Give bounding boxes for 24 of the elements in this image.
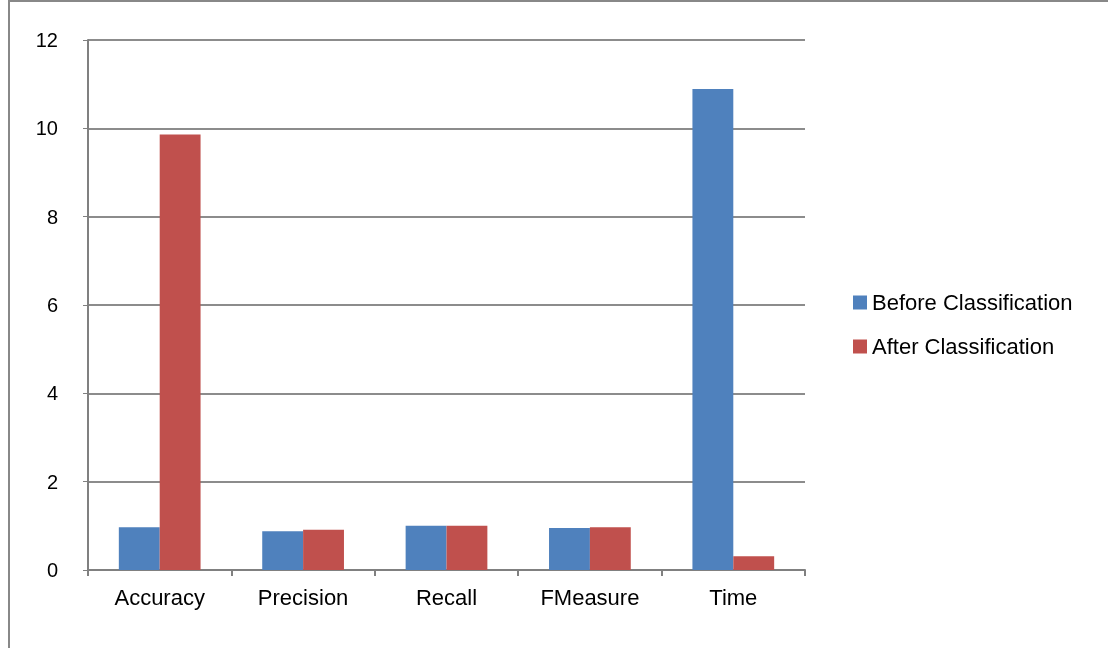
bar [303, 529, 344, 570]
y-tick-label: 2 [46, 470, 58, 493]
x-tick-label: Recall [415, 584, 478, 610]
y-tick-label: 8 [46, 205, 58, 228]
y-tick-label: 6 [46, 294, 58, 316]
y-tick-label: 0 [46, 559, 58, 581]
x-tick-label: Time [709, 584, 758, 610]
y-tick-label: 12 [35, 29, 58, 51]
y-tick-label: 10 [35, 117, 58, 140]
x-tick-label: Accuracy [114, 584, 205, 610]
y-tick-label: 4 [46, 382, 58, 405]
bar [159, 134, 201, 570]
legend-label: After Classification [872, 334, 1055, 359]
bar [405, 525, 447, 570]
x-tick-label: Precision [257, 584, 349, 610]
bar [589, 527, 631, 570]
bar [118, 527, 160, 570]
bar [692, 89, 734, 570]
bar [733, 556, 775, 570]
x-tick-label: FMeasure [540, 584, 640, 610]
bar [262, 531, 304, 570]
legend-label: Before Classification [872, 290, 1073, 315]
bar [549, 528, 590, 570]
bar [446, 525, 488, 570]
